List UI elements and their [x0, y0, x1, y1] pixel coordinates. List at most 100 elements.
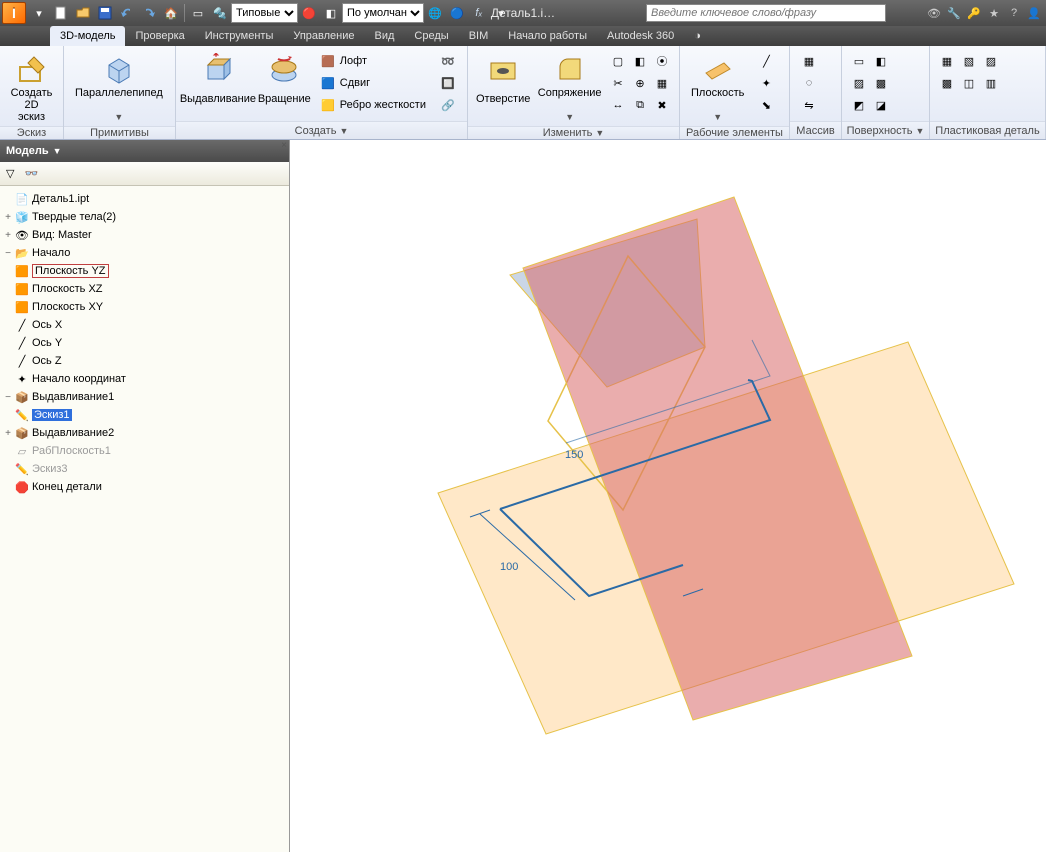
tree-extrude1[interactable]: −📦Выдавливание1 [2, 388, 287, 406]
tab-tools[interactable]: Инструменты [195, 26, 284, 46]
hole-button[interactable]: Отверстие [474, 50, 532, 114]
color-icon-2[interactable]: 🔵 [446, 2, 468, 24]
combine-icon[interactable]: ⊕ [629, 72, 651, 94]
appearance-ball-icon[interactable]: 🔴 [298, 2, 320, 24]
tree-origin-pt[interactable]: ·✦Начало координат [2, 370, 287, 388]
circ-array-icon[interactable]: ◌ [796, 72, 822, 94]
app-icon[interactable]: I [2, 2, 26, 24]
select-icon[interactable]: ▭ [187, 2, 209, 24]
panel-title-create[interactable]: Создать ▼ [176, 121, 467, 139]
tab-manage[interactable]: Управление [283, 26, 364, 46]
help-icon[interactable]: ? [1006, 7, 1022, 20]
surf-5-icon[interactable]: ◩ [848, 94, 870, 116]
tree-sketch1[interactable]: ·✏️Эскиз1 [2, 406, 287, 424]
surf-6-icon[interactable]: ◪ [870, 94, 892, 116]
move-face-icon[interactable]: ↔ [607, 94, 629, 116]
plast-3-icon[interactable]: ▨ [980, 50, 1002, 72]
tree-sketch3[interactable]: ·✏️Эскиз3 [2, 460, 287, 478]
appearance-dropdown[interactable]: По умолчан [342, 3, 424, 23]
plast-5-icon[interactable]: ◫ [958, 72, 980, 94]
panel-title-modify[interactable]: Изменить ▼ [468, 126, 679, 139]
tree-root[interactable]: −📄Деталь1.ipt [2, 190, 287, 208]
tree-plane-yz[interactable]: ·🟧Плоскость YZ [2, 262, 287, 280]
filter-icon[interactable]: ▽ [6, 167, 14, 180]
wrench-icon[interactable]: 🔧 [946, 7, 962, 20]
plast-6-icon[interactable]: ▥ [980, 72, 1002, 94]
coil-button[interactable]: ➿ [435, 50, 461, 72]
rect-array-icon[interactable]: ▦ [796, 50, 822, 72]
thicken-icon[interactable]: ▦ [651, 72, 673, 94]
material-dropdown[interactable]: Типовые [231, 3, 298, 23]
qat-dropdown-icon[interactable]: ▾ [28, 2, 50, 24]
find-icon[interactable]: 👓 [24, 167, 38, 180]
tab-extra-icon[interactable]: ◑ [684, 26, 711, 46]
tree-axis-x[interactable]: ·╱Ось X [2, 316, 287, 334]
panel-title-surface[interactable]: Поверхность ▼ [842, 121, 929, 139]
tree-plane-xy[interactable]: ·🟧Плоскость XY [2, 298, 287, 316]
create-2d-sketch-button[interactable]: Создать 2D эскиз [6, 50, 57, 126]
split-icon[interactable]: ✂ [607, 72, 629, 94]
box-primitive-button[interactable]: Параллелепипед▼ [70, 50, 168, 126]
tree-axis-y[interactable]: ·╱Ось Y [2, 334, 287, 352]
tab-env[interactable]: Среды [404, 26, 458, 46]
viewport-3d[interactable]: 150100 [290, 140, 1046, 852]
tree-axis-z[interactable]: ·╱Ось Z [2, 352, 287, 370]
thread-icon[interactable]: ⦿ [651, 50, 673, 72]
tab-a360[interactable]: Autodesk 360 [597, 26, 684, 46]
delete-face-icon[interactable]: ✖ [651, 94, 673, 116]
material-icon[interactable]: 🔩 [209, 2, 231, 24]
draft-icon[interactable]: ◧ [629, 50, 651, 72]
tree-solids[interactable]: +🧊Твердые тела(2) [2, 208, 287, 226]
tab-start[interactable]: Начало работы [498, 26, 597, 46]
emboss-button[interactable]: 🔲 [435, 72, 461, 94]
undo-icon[interactable] [116, 2, 138, 24]
save-icon[interactable] [94, 2, 116, 24]
derive-button[interactable]: 🔗 [435, 94, 461, 116]
rib-button[interactable]: 🟨Ребро жесткости [315, 94, 431, 116]
revolve-button[interactable]: Вращение [258, 50, 311, 114]
copy-obj-icon[interactable]: ⧉ [629, 94, 651, 116]
axis-button[interactable]: ╱ [753, 50, 779, 72]
fillet-button[interactable]: Сопряжение▼ [536, 50, 603, 126]
home-icon[interactable]: 🏠 [160, 2, 182, 24]
surf-2-icon[interactable]: ◧ [870, 50, 892, 72]
plast-4-icon[interactable]: ▩ [936, 72, 958, 94]
fx-icon[interactable]: fₓ [468, 2, 490, 24]
appearance-cube-icon[interactable]: ◧ [320, 2, 342, 24]
tree-end-of-part[interactable]: ·🛑Конец детали [2, 478, 287, 496]
tab-view[interactable]: Вид [365, 26, 405, 46]
browser-close-icon[interactable]: × [281, 140, 287, 151]
color-icon-1[interactable]: 🌐 [424, 2, 446, 24]
tab-check[interactable]: Проверка [125, 26, 194, 46]
plane-button[interactable]: Плоскость▼ [686, 50, 749, 126]
sweep-button[interactable]: 🟦Сдвиг [315, 72, 431, 94]
model-tree[interactable]: −📄Деталь1.ipt +🧊Твердые тела(2) +👁Вид: M… [0, 186, 289, 852]
surf-1-icon[interactable]: ▭ [848, 50, 870, 72]
tree-view[interactable]: +👁Вид: Master [2, 226, 287, 244]
tree-extrude2[interactable]: +📦Выдавливание2 [2, 424, 287, 442]
new-icon[interactable] [50, 2, 72, 24]
browser-header[interactable]: Модель ▼ [0, 140, 289, 162]
search-input[interactable] [646, 4, 886, 22]
star-icon[interactable]: ★ [986, 7, 1002, 20]
mirror-icon[interactable]: ⇋ [796, 94, 822, 116]
redo-icon[interactable] [138, 2, 160, 24]
shell-icon[interactable]: ▢ [607, 50, 629, 72]
point-button[interactable]: ✦ [753, 72, 779, 94]
ucs-button[interactable]: ⬊ [753, 94, 779, 116]
open-icon[interactable] [72, 2, 94, 24]
plast-1-icon[interactable]: ▦ [936, 50, 958, 72]
user-icon[interactable]: 👤 [1026, 7, 1042, 20]
tree-workplane1[interactable]: ·▱РабПлоскость1 [2, 442, 287, 460]
tab-3d-model[interactable]: 3D-модель [50, 26, 125, 46]
tab-bim[interactable]: BIM [459, 26, 499, 46]
binoculars-icon[interactable]: 👁 [926, 7, 942, 20]
loft-button[interactable]: 🟫Лофт [315, 50, 431, 72]
key-icon[interactable]: 🔑 [966, 7, 982, 20]
surf-3-icon[interactable]: ▨ [848, 72, 870, 94]
tree-origin[interactable]: −📂Начало [2, 244, 287, 262]
plast-2-icon[interactable]: ▧ [958, 50, 980, 72]
surf-4-icon[interactable]: ▩ [870, 72, 892, 94]
tree-plane-xz[interactable]: ·🟧Плоскость XZ [2, 280, 287, 298]
extrude-button[interactable]: Выдавливание [182, 50, 254, 114]
